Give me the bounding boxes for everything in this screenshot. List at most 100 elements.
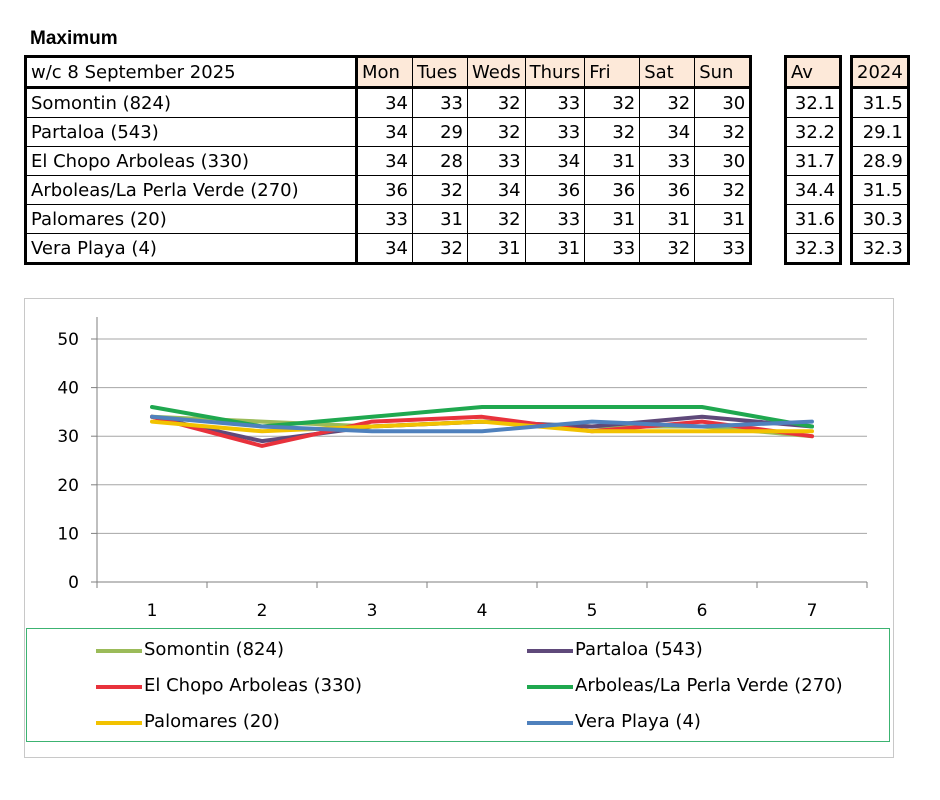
legend-item: Partaloa (543) [527,639,703,660]
x-tick-label: 4 [477,601,488,621]
day-header: Tues [412,56,468,89]
table-row: 29.1 [851,117,909,147]
day-header: Sat [639,56,696,89]
temperature-cell: 33 [467,146,526,176]
table-header-row: Av [785,56,841,89]
chart-legend: Somontin (824) Partaloa (543) El Chopo Arb… [26,628,890,742]
temperature-cell: 34 [467,175,526,205]
table-row: El Chopo Arboleas (330) 34 28 33 34 31 33 30 [25,146,752,176]
average-cell: 32.1 [785,87,841,118]
day-header: Thurs [524,56,586,89]
series-line [150,414,814,434]
temperature-cell: 33 [524,204,586,234]
average-table: Av 32.1 32.2 31.7 34.4 31.6 32.3 [784,55,842,265]
temperature-cell: 36 [524,175,586,205]
station-name: Arboleas/La Perla Verde (270) [25,175,358,205]
temperature-cell: 36 [356,175,413,205]
temperature-cell: 32 [467,87,526,118]
station-name: Palomares (20) [25,204,358,234]
legend-label: Arboleas/La Perla Verde (270) [575,675,843,696]
temperature-cell: 32 [467,204,526,234]
temperature-cell: 32 [412,175,468,205]
table-row: Vera Playa (4) 34 32 31 31 33 32 33 [25,233,752,264]
week-commencing-label: w/c 8 September 2025 [25,56,358,89]
temperature-cell: 28 [412,146,468,176]
temperature-cell: 34 [356,233,413,264]
y-tick-label: 0 [68,573,79,593]
temperature-cell: 31 [412,204,468,234]
temperature-cell: 32 [639,87,696,118]
table-row: 28.9 [851,146,909,176]
table-row: Somontin (824) 34 33 32 33 32 32 30 [25,87,752,118]
average-header: Av [785,56,841,89]
average-cell: 34.4 [785,175,841,205]
legend-swatch [96,721,142,725]
year-2024-cell: 31.5 [851,87,909,118]
temperature-cell: 32 [412,233,468,264]
day-header: Weds [467,56,526,89]
year-2024-cell: 31.5 [851,175,909,205]
table-row: Palomares (20) 33 31 32 33 31 31 31 [25,204,752,234]
table-header-row: 2024 [851,56,909,89]
temperature-cell: 33 [694,233,752,264]
y-tick-label: 50 [57,330,79,350]
average-cell: 32.3 [785,233,841,264]
day-header: Sun [694,56,752,89]
legend-label: Partaloa (543) [575,639,703,660]
table-row: Partaloa (543) 34 29 32 33 32 34 32 [25,117,752,147]
temperature-cell: 34 [356,117,413,147]
table-row: 30.3 [851,204,909,234]
station-name: Partaloa (543) [25,117,358,147]
day-header: Mon [356,56,413,89]
temperature-cell: 29 [412,117,468,147]
temperature-cell: 31 [467,233,526,264]
temperature-cell: 36 [584,175,641,205]
temperature-cell: 32 [639,233,696,264]
station-name: Somontin (824) [25,87,358,118]
temperature-cell: 34 [524,146,586,176]
station-name: Vera Playa (4) [25,233,358,264]
temperature-cell: 30 [694,87,752,118]
chart-plot: 0 10 20 30 40 50 1 2 3 4 5 6 7 [57,317,868,621]
average-cell: 31.7 [785,146,841,176]
temperature-cell: 32 [694,175,752,205]
y-tick-label: 30 [57,427,79,447]
legend-label: Palomares (20) [144,711,280,732]
x-tick-label: 6 [697,601,708,621]
x-tick-label: 5 [587,601,598,621]
table-row: 32.2 [785,117,841,147]
temperature-cell: 31 [524,233,586,264]
year-2024-header: 2024 [851,56,909,89]
legend-label: Somontin (824) [144,639,284,660]
temperature-cell: 31 [584,146,641,176]
x-tick-label: 2 [257,601,268,621]
temperature-cell: 36 [639,175,696,205]
legend-swatch [96,649,142,653]
temperature-cell: 34 [639,117,696,147]
table-row: 31.5 [851,175,909,205]
legend-item: Somontin (824) [96,639,284,660]
table-row: 31.7 [785,146,841,176]
temperature-cell: 31 [584,204,641,234]
table-row: 32.3 [851,233,909,264]
legend-item: El Chopo Arboleas (330) [96,675,362,696]
table-row: 32.1 [785,87,841,118]
temperature-cell: 33 [524,117,586,147]
temperature-cell: 30 [694,146,752,176]
y-tick-label: 40 [57,379,79,399]
year-2024-cell: 30.3 [851,204,909,234]
year-2024-cell: 28.9 [851,146,909,176]
y-tick-label: 10 [57,524,79,544]
temperature-cell: 32 [467,117,526,147]
temperature-cell: 33 [639,146,696,176]
legend-swatch [527,721,573,725]
temperature-cell: 34 [356,87,413,118]
temperature-cell: 32 [584,117,641,147]
temperature-cell: 32 [694,117,752,147]
legend-label: Vera Playa (4) [575,711,701,732]
average-cell: 31.6 [785,204,841,234]
series-line [150,414,814,448]
y-tick-label: 20 [57,476,79,496]
legend-swatch [527,685,573,689]
day-header: Fri [584,56,641,89]
